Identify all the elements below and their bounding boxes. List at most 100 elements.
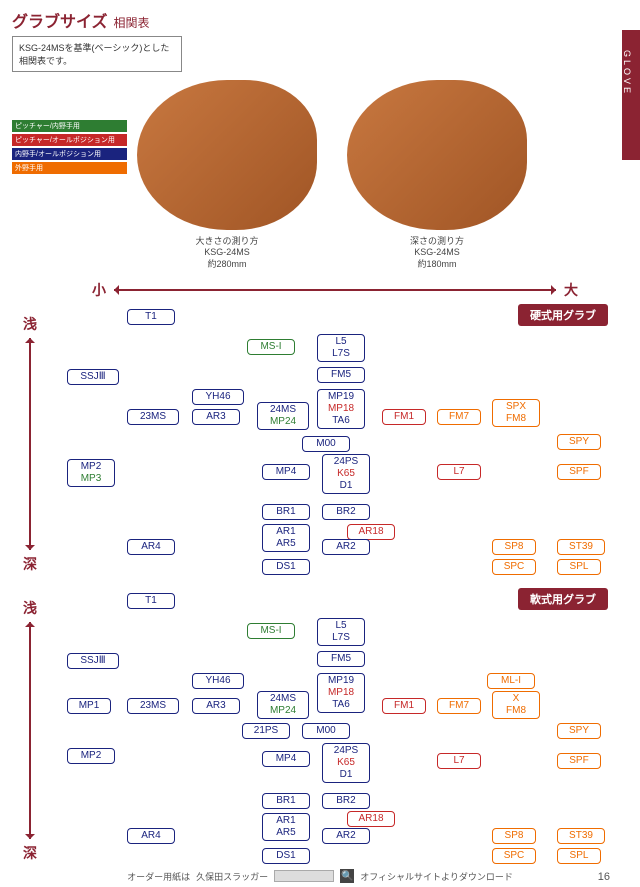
glove-block: 大きさの測り方 KSG-24MS 約280mm bbox=[137, 80, 317, 270]
model-label: L7 bbox=[453, 755, 464, 766]
model-label: ST39 bbox=[569, 830, 593, 841]
model-label: BR1 bbox=[276, 795, 295, 806]
model-label: MP18 bbox=[322, 687, 360, 699]
chart-section: 硬式用グラブ浅深T1MS-IL5L7SSSJⅢFM5YH46MP19MP18TA… bbox=[12, 304, 628, 584]
model-label: M00 bbox=[316, 438, 335, 449]
model-box: AR2 bbox=[322, 828, 370, 844]
glove-image bbox=[137, 80, 317, 230]
model-box: L7 bbox=[437, 753, 481, 769]
model-label: YH46 bbox=[205, 675, 230, 686]
model-box: AR3 bbox=[192, 409, 240, 425]
model-box: AR2 bbox=[322, 539, 370, 555]
model-box: 23MS bbox=[127, 409, 179, 425]
model-box: SPC bbox=[492, 848, 536, 864]
model-label: T1 bbox=[145, 311, 157, 322]
model-label: 21PS bbox=[254, 725, 278, 736]
glove-image bbox=[347, 80, 527, 230]
model-label: L5 bbox=[322, 620, 360, 632]
model-label: SSJⅢ bbox=[80, 655, 105, 666]
glove-caption: 大きさの測り方 bbox=[137, 234, 317, 247]
model-box: 24PSK65D1 bbox=[322, 743, 370, 783]
chart-grid: T1 MS-I L5L7S SSJⅢ FM5 YH46 ML-I MP19MP18TA6 MP1… bbox=[47, 588, 618, 873]
model-label: 24PS bbox=[327, 456, 365, 468]
model-label: D1 bbox=[327, 480, 365, 492]
footer-text1: オーダー用紙は bbox=[127, 870, 190, 883]
chart-grid: T1MS-IL5L7SSSJⅢFM5YH46MP19MP18TA623MSAR3… bbox=[47, 304, 618, 584]
model-box: MP4 bbox=[262, 751, 310, 767]
model-box: SPXFM8 bbox=[492, 399, 540, 427]
model-label: MP1 bbox=[79, 700, 100, 711]
glove-size: 約280mm bbox=[137, 257, 317, 270]
model-label: TA6 bbox=[322, 699, 360, 711]
side-tab: GLOVE bbox=[622, 30, 640, 160]
model-label: T1 bbox=[145, 595, 157, 606]
model-label: SPF bbox=[569, 755, 588, 766]
model-label: SP8 bbox=[505, 830, 524, 841]
model-label: FM5 bbox=[331, 653, 351, 664]
model-box: L5L7S bbox=[317, 618, 365, 646]
model-box: SPL bbox=[557, 848, 601, 864]
model-box: MS-I bbox=[247, 623, 295, 639]
model-box: YH46 bbox=[192, 389, 244, 405]
model-box: XFM8 bbox=[492, 691, 540, 719]
model-label: SP8 bbox=[505, 541, 524, 552]
model-label: MP24 bbox=[262, 416, 304, 428]
chart-section: 軟式用グラブ浅深T1MS-IL5L7SSSJⅢFM5YH46ML-IMP19MP… bbox=[12, 588, 628, 873]
legend-item: ピッチャー/オールポジション用 bbox=[12, 134, 127, 146]
model-box: FM1 bbox=[382, 698, 426, 714]
model-label: FM7 bbox=[449, 411, 469, 422]
model-label: L7S bbox=[322, 348, 360, 360]
legend-item: 外野手用 bbox=[12, 162, 127, 174]
model-label: AR18 bbox=[358, 813, 383, 824]
model-box: MP2 bbox=[67, 748, 115, 764]
model-label: AR4 bbox=[141, 830, 160, 841]
model-box: FM7 bbox=[437, 409, 481, 425]
glove-block: 深さの測り方 KSG-24MS 約180mm bbox=[347, 80, 527, 270]
model-box: 24MSMP24 bbox=[257, 402, 309, 430]
model-label: X bbox=[497, 693, 535, 705]
model-label: AR3 bbox=[206, 700, 225, 711]
model-box: 23MS bbox=[127, 698, 179, 714]
model-box: AR1AR5 bbox=[262, 524, 310, 552]
model-box: AR18 bbox=[347, 811, 395, 827]
model-label: MS-I bbox=[260, 341, 281, 352]
vertical-arrow bbox=[29, 622, 31, 839]
model-box: MS-I bbox=[247, 339, 295, 355]
model-label: 24PS bbox=[327, 745, 365, 757]
model-box: AR1AR5 bbox=[262, 813, 310, 841]
model-label: 24MS bbox=[262, 404, 304, 416]
model-box: M00 bbox=[302, 436, 350, 452]
model-label: BR1 bbox=[276, 506, 295, 517]
model-label: AR5 bbox=[267, 538, 305, 550]
model-label: SPF bbox=[569, 466, 588, 477]
axis-large: 大 bbox=[564, 280, 578, 300]
model-label: FM7 bbox=[449, 700, 469, 711]
model-label: L7S bbox=[322, 632, 360, 644]
model-box: FM7 bbox=[437, 698, 481, 714]
axis-deep: 深 bbox=[23, 843, 37, 863]
model-box: SP8 bbox=[492, 828, 536, 844]
model-label: 23MS bbox=[140, 411, 166, 422]
model-box: SSJⅢ bbox=[67, 369, 119, 385]
model-box: DS1 bbox=[262, 848, 310, 864]
model-box: AR4 bbox=[127, 539, 175, 555]
model-label: SPC bbox=[504, 850, 525, 861]
model-label: MP19 bbox=[322, 675, 360, 687]
side-tab-label: GLOVE bbox=[622, 30, 632, 96]
glove-model: KSG-24MS bbox=[137, 247, 317, 257]
model-label: AR2 bbox=[336, 541, 355, 552]
glove-area: 大きさの測り方 KSG-24MS 約280mm 深さの測り方 KSG-24MS … bbox=[137, 80, 527, 270]
axis-deep: 深 bbox=[23, 554, 37, 574]
model-label: L7 bbox=[453, 466, 464, 477]
model-box: SPC bbox=[492, 559, 536, 575]
model-box: ST39 bbox=[557, 828, 605, 844]
model-box: BR2 bbox=[322, 504, 370, 520]
axis-small: 小 bbox=[92, 280, 106, 300]
model-label: MP2 bbox=[81, 750, 102, 761]
model-label: DS1 bbox=[276, 850, 295, 861]
model-label: AR2 bbox=[336, 830, 355, 841]
model-box: SPY bbox=[557, 723, 601, 739]
model-box: ML-I bbox=[487, 673, 535, 689]
model-label: AR1 bbox=[267, 815, 305, 827]
model-box: 21PS bbox=[242, 723, 290, 739]
